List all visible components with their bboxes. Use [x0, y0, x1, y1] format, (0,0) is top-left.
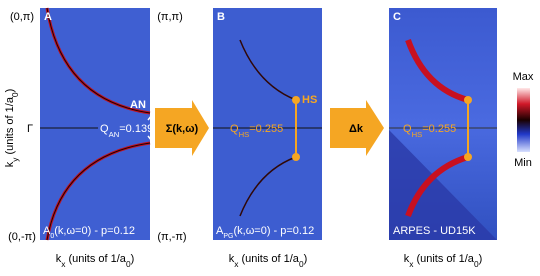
- colorbar-max: Max: [513, 71, 534, 83]
- text-piece: A: [216, 225, 224, 237]
- hot-spot: [292, 96, 300, 104]
- text-piece: k: [4, 161, 16, 167]
- text-piece: Q: [230, 123, 239, 135]
- fermi-arc: [46, 142, 151, 241]
- panel-b-map: [213, 8, 322, 240]
- text-piece: k: [229, 253, 235, 265]
- text-piece: =0.139: [119, 123, 153, 135]
- q-label: QAN=0.139: [100, 123, 153, 139]
- y-axis-label: ky (units of 1/a0): [4, 89, 20, 168]
- corner-label: (π,π): [157, 11, 183, 23]
- colorbar: [517, 88, 530, 152]
- arrow-label: Δk: [349, 123, 364, 135]
- corner-label: (π,-π): [157, 231, 186, 243]
- subscript: AN: [109, 130, 120, 139]
- subscript: y: [10, 157, 20, 162]
- fermi-arc: [239, 156, 297, 217]
- text-piece: (units of 1/a: [65, 253, 126, 265]
- subscript: 0: [474, 259, 479, 269]
- fermi-arc: [405, 38, 469, 103]
- text-piece: k: [56, 253, 62, 265]
- text-piece: ): [304, 253, 308, 265]
- x-axis-label: kx (units of 1/a0): [56, 253, 135, 269]
- panel-letter: C: [393, 11, 401, 23]
- corner-label: (0,π): [10, 11, 34, 23]
- subscript: 0: [126, 259, 131, 269]
- process-arrow: [155, 100, 209, 156]
- text-piece: (k,ω=0) - p=0.12: [54, 225, 135, 237]
- q-label: QHS=0.255: [230, 123, 283, 139]
- fermi-arc: [239, 39, 297, 101]
- gamma-label: Γ: [27, 123, 33, 135]
- panel-caption: A0(k,ω=0) - p=0.12: [43, 225, 135, 240]
- subscript: HS: [412, 130, 423, 139]
- fermi-arc: [46, 7, 151, 114]
- panel-caption: ARPES - UD15K: [393, 225, 476, 237]
- q-arrow: [147, 113, 157, 143]
- point-label: HS: [302, 94, 317, 106]
- text-piece: (units of 1/a: [238, 253, 299, 265]
- subscript: x: [409, 259, 414, 269]
- subscript: x: [61, 259, 66, 269]
- text-piece: ARPES - UD15K: [393, 225, 476, 237]
- subscript: x: [234, 259, 239, 269]
- x-axis-label: kx (units of 1/a0): [229, 253, 308, 269]
- point-label: AN: [130, 99, 146, 111]
- text-piece: ): [131, 253, 135, 265]
- process-arrow: [330, 100, 384, 156]
- x-axis-label: kx (units of 1/a0): [404, 253, 483, 269]
- hot-spot: [464, 96, 472, 104]
- subscript: 0: [50, 233, 54, 240]
- arrow-label: Σ(k,ω): [166, 123, 199, 135]
- panel-letter: A: [44, 11, 52, 23]
- subscript: 0: [10, 92, 20, 97]
- text-piece: Q: [100, 123, 109, 135]
- text-piece: =0.255: [249, 123, 283, 135]
- text-piece: k: [404, 253, 410, 265]
- hot-spot: [464, 153, 472, 161]
- fermi-arc: [405, 154, 469, 218]
- corner-label: (0,-π): [8, 231, 36, 243]
- arpes-region: [389, 130, 497, 240]
- text-piece: =0.255: [422, 123, 456, 135]
- text-piece: Q: [403, 123, 412, 135]
- text-piece: ): [479, 253, 483, 265]
- hot-spot: [292, 153, 300, 161]
- text-piece: (k,ω=0) - p=0.12: [233, 225, 314, 237]
- colorbar-min: Min: [514, 157, 532, 169]
- text-piece: A: [43, 225, 51, 237]
- panel-letter: B: [217, 11, 225, 23]
- subscript: PG: [223, 233, 233, 240]
- subscript: 0: [299, 259, 304, 269]
- q-label: QHS=0.255: [403, 123, 456, 139]
- text-piece: ): [4, 89, 16, 93]
- panel-caption: APG(k,ω=0) - p=0.12: [216, 225, 314, 240]
- text-piece: (units of 1/a: [413, 253, 474, 265]
- subscript: HS: [239, 130, 250, 139]
- text-piece: (units of 1/a: [4, 96, 16, 157]
